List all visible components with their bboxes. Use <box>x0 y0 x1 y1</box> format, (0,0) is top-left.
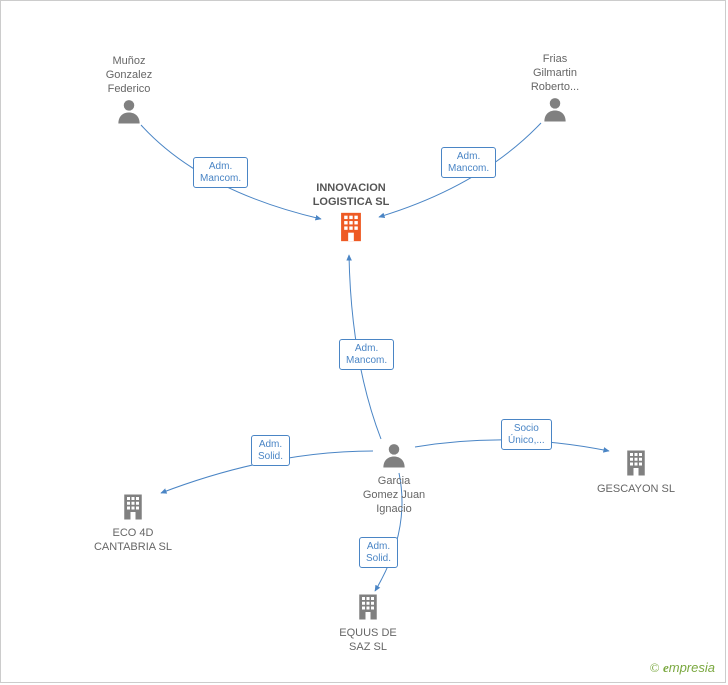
person-icon <box>74 96 184 131</box>
node-label: ECO 4D CANTABRIA SL <box>78 527 188 555</box>
edge-label: Adm. Mancom. <box>339 339 394 370</box>
network-diagram: © empresia Adm. Mancom. Adm. Mancom. Adm. … <box>0 0 726 683</box>
node-munoz[interactable]: Muñoz Gonzalez Federico <box>74 55 184 131</box>
node-frias[interactable]: Frias Gilmartin Roberto... <box>500 53 610 129</box>
building-icon <box>296 210 406 249</box>
copyright-symbol: © <box>649 660 659 675</box>
node-garcia[interactable]: Garcia Gomez Juan Ignacio <box>339 440 449 516</box>
edge-label: Socio Único,... <box>501 419 552 450</box>
person-icon <box>339 440 449 475</box>
edge-label: Adm. Mancom. <box>193 157 248 188</box>
node-label: Muñoz Gonzalez Federico <box>74 55 184 96</box>
node-label: EQUUS DE SAZ SL <box>313 627 423 655</box>
node-innovacion[interactable]: INNOVACION LOGISTICA SL <box>296 182 406 249</box>
building-icon <box>78 492 188 527</box>
edge-label: Adm. Solid. <box>251 435 290 466</box>
node-eco4d[interactable]: ECO 4D CANTABRIA SL <box>78 492 188 555</box>
node-label: Frias Gilmartin Roberto... <box>500 53 610 94</box>
node-equus[interactable]: EQUUS DE SAZ SL <box>313 592 423 655</box>
node-label: Garcia Gomez Juan Ignacio <box>339 475 449 516</box>
node-gescayon[interactable]: GESCAYON SL <box>581 448 691 497</box>
brand-rest: mpresia <box>669 660 715 675</box>
person-icon <box>500 94 610 129</box>
edge-label: Adm. Mancom. <box>441 147 496 178</box>
footer-brand: © empresia <box>649 660 715 676</box>
edge-label: Adm. Solid. <box>359 537 398 568</box>
node-label: GESCAYON SL <box>581 483 691 497</box>
node-label: INNOVACION LOGISTICA SL <box>296 182 406 210</box>
building-icon <box>581 448 691 483</box>
building-icon <box>313 592 423 627</box>
